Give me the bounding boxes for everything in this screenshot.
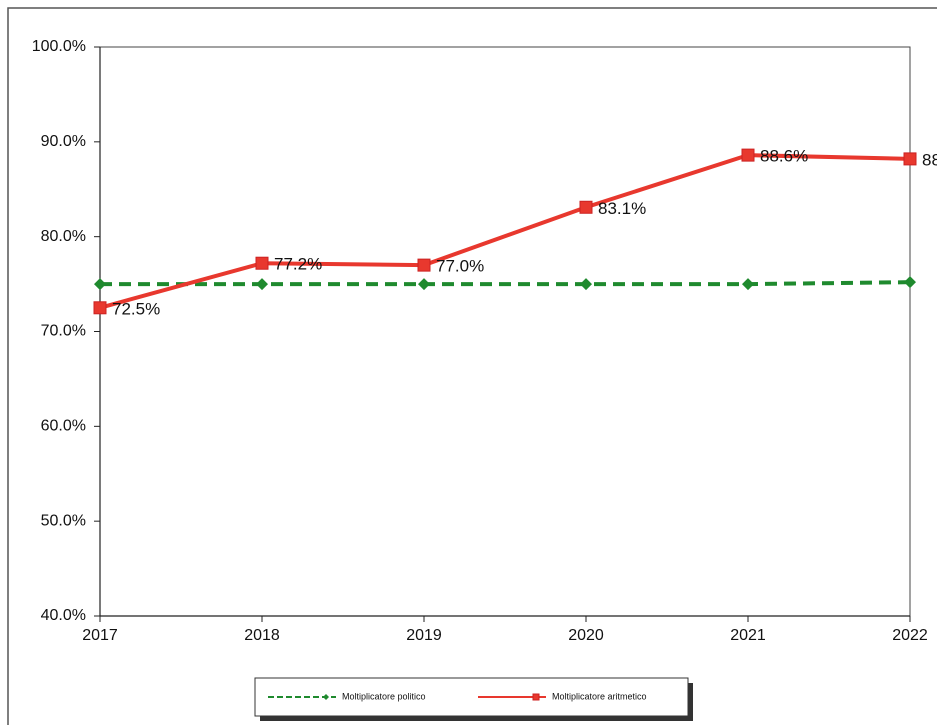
legend-label: Moltiplicatore politico (342, 691, 426, 701)
series-line (99, 153, 911, 310)
legend-label: Moltiplicatore aritmetico (552, 691, 647, 701)
y-tick-label: 40.0% (41, 607, 86, 624)
marker (579, 200, 593, 214)
data-label: 88.6% (760, 147, 808, 166)
legend-marker (532, 693, 540, 701)
marker (93, 301, 107, 315)
x-tick-label: 2022 (892, 627, 928, 644)
data-label: 72.5% (112, 299, 160, 318)
marker (580, 278, 592, 291)
marker (417, 258, 431, 272)
marker (256, 278, 268, 291)
marker (741, 148, 755, 162)
y-tick-label: 50.0% (41, 512, 86, 529)
marker (904, 276, 916, 289)
marker (742, 278, 754, 291)
data-label: 77.2% (274, 255, 322, 274)
marker (903, 152, 917, 166)
data-label: 83.1% (598, 199, 646, 218)
data-label: 88.2% (922, 150, 937, 169)
data-label: 77.0% (436, 257, 484, 276)
legend-marker (323, 694, 329, 700)
series-line (100, 280, 911, 287)
marker (418, 278, 430, 291)
y-tick-label: 70.0% (41, 323, 86, 340)
y-tick-label: 100.0% (32, 38, 86, 55)
x-tick-label: 2021 (730, 627, 766, 644)
plot-area (99, 46, 911, 617)
y-tick-label: 80.0% (41, 228, 86, 245)
x-tick-label: 2017 (82, 627, 118, 644)
x-tick-label: 2020 (568, 627, 604, 644)
y-tick-label: 60.0% (41, 418, 86, 435)
x-tick-label: 2019 (406, 627, 442, 644)
y-tick-label: 90.0% (41, 133, 86, 150)
x-tick-label: 2018 (244, 627, 280, 644)
marker (255, 256, 269, 270)
marker (94, 278, 106, 291)
